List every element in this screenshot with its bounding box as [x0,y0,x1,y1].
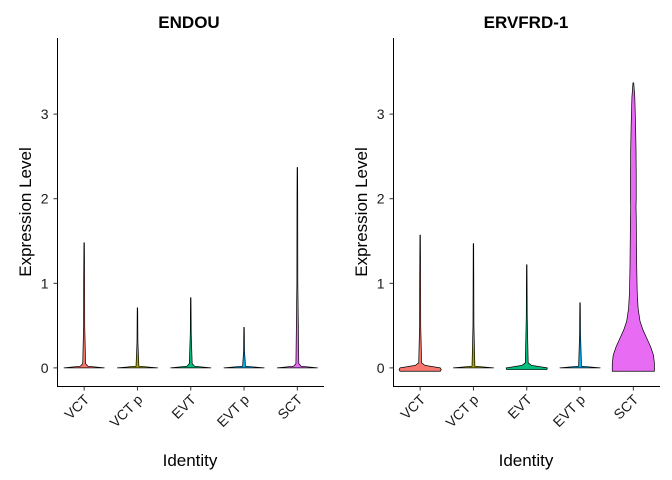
y-tick-label: 3 [377,106,385,122]
violin-sct [276,167,318,369]
y-axis-label: Expression Level [16,147,35,276]
x-tick-label: SCT [274,391,305,422]
x-tick-label: EVT [504,391,535,422]
x-ticks: VCT VCT p EVT EVT p SCT [397,386,642,431]
violin-evt [505,264,548,370]
y-ticks: 0 1 2 3 [377,106,394,376]
y-tick-label: 2 [377,191,385,207]
violin-vct [398,234,442,372]
x-tick-label: EVT p [550,391,589,430]
x-tick-label: SCT [610,391,641,422]
violin-evt-p [223,326,265,369]
violins [398,82,655,372]
violin-evt-p [559,302,601,369]
violin-evt [170,297,212,369]
panel-ervfrd-1: ERVFRD-1 0 1 2 3 VCT VCT p EVT EVT p SCT Expres… [352,13,660,470]
y-ticks: 0 1 2 3 [41,106,58,376]
y-tick-label: 3 [41,106,49,122]
violin-vct [63,242,105,369]
y-tick-label: 2 [41,191,49,207]
y-tick-label: 0 [41,360,49,376]
violin-vct-p [116,307,158,369]
y-axis-label: Expression Level [352,147,371,276]
y-tick-label: 1 [41,275,49,291]
x-tick-label: EVT p [214,391,253,430]
y-tick-label: 1 [377,275,385,291]
x-axis-label: Identity [163,451,218,470]
y-tick-label: 0 [377,360,385,376]
x-tick-label: EVT [168,391,199,422]
violin-vct-p [452,243,494,369]
violins [63,167,318,369]
x-axis-label: Identity [499,451,554,470]
x-ticks: VCT VCT p EVT EVT p SCT [61,386,306,431]
panel-title: ENDOU [158,13,219,32]
x-tick-label: VCT p [442,391,481,430]
panel-title: ERVFRD-1 [484,13,569,32]
x-tick-label: VCT [397,391,428,422]
violin-sct [611,82,655,372]
x-tick-label: VCT p [106,391,145,430]
x-tick-label: VCT [61,391,92,422]
panel-endou: ENDOU 0 1 2 3 VCT VCT p EVT EVT p SCT Expressio… [16,13,324,470]
